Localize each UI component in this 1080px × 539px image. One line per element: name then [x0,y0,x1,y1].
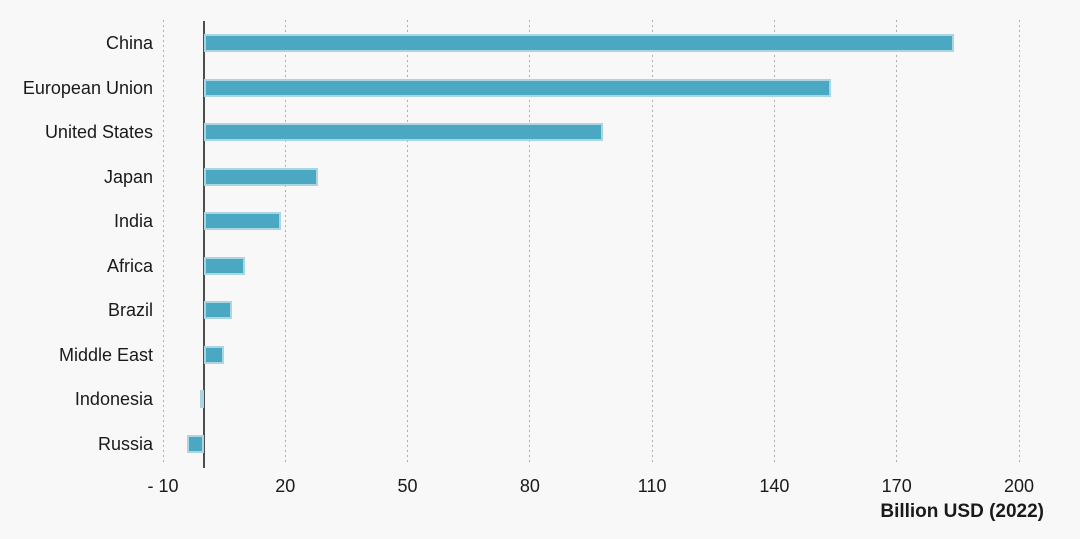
category-label-china: China [105,33,153,54]
gridline-x-50 [407,20,409,464]
x-tick-label-140: 140 [759,476,790,496]
bar-india [203,212,282,231]
x-tick-label-80: 80 [519,476,540,496]
x-tick-label-170: 170 [881,476,912,496]
gridline-x-110 [651,20,653,464]
x-tick-label--10: - 10 [147,476,179,496]
bar-brazil [203,301,233,320]
x-tick-label-200: 200 [1003,476,1035,496]
category-label-russia: Russia [97,433,153,454]
gridline-x-200 [1018,20,1020,464]
category-label-indonesia: Indonesia [74,389,153,410]
category-label-united-states: United States [44,122,153,143]
bar-indonesia [199,390,204,409]
gridline-x-140 [773,20,775,464]
category-label-brazil: Brazil [107,300,153,321]
bar-middle-east [203,345,225,364]
bar-africa [203,256,245,275]
gridline-x-80 [529,20,531,464]
bar-united-states [203,123,604,142]
bar-china [203,34,954,53]
x-tick-label-20: 20 [275,476,296,496]
x-tick-label-50: 50 [397,476,418,496]
x-axis-title: Billion USD (2022) [880,501,1044,522]
bar-european-union [203,78,832,97]
bar-russia [187,434,204,453]
x-tick-label-110: 110 [637,476,667,496]
category-label-japan: Japan [103,166,153,187]
category-label-middle-east: Middle East [58,344,153,365]
category-label-india: India [113,211,153,232]
gridline-x-170 [896,20,898,464]
bar-japan [203,167,318,186]
zero-axis-line [202,21,205,468]
category-label-africa: Africa [106,255,153,276]
gridline-x-20 [284,20,286,464]
gridline-x--10 [162,20,164,464]
category-label-european-union: European Union [22,77,153,98]
